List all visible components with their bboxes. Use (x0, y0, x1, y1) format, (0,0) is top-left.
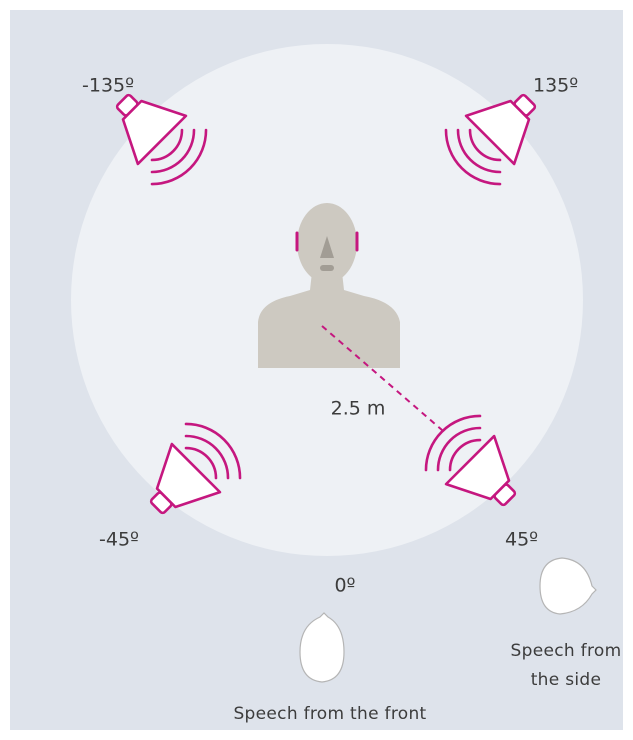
diagram: -135º 135º -45º 45º 0º 2.5 m Speech from… (0, 0, 633, 740)
caption: Speech from (511, 641, 622, 661)
angle-label: -45º (99, 529, 139, 551)
caption: Speech from the front (233, 704, 426, 724)
angle-label: 135º (533, 75, 578, 97)
distance-label: 2.5 m (331, 398, 386, 420)
caption: the side (531, 670, 602, 690)
angle-label: 45º (505, 529, 538, 551)
angle-label: -135º (82, 75, 134, 97)
angle-label: 0º (334, 575, 355, 597)
